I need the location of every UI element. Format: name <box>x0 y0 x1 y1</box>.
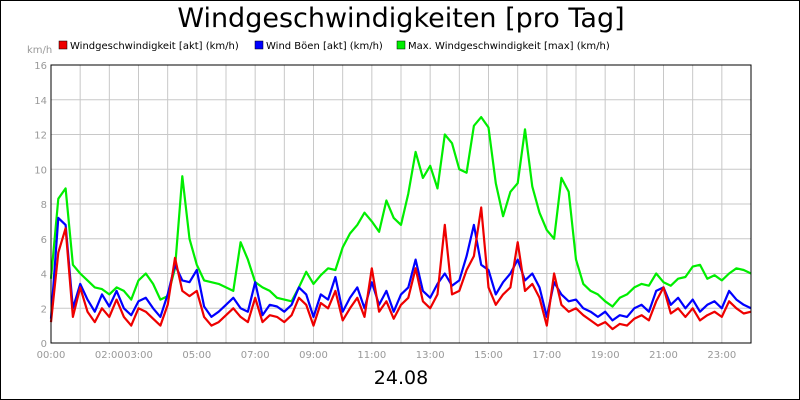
x-tick-label: 23:00 <box>707 350 736 361</box>
plot-border <box>50 64 752 344</box>
y-axis-unit: km/h <box>27 45 52 56</box>
legend-label: Max. Windgeschwindigkeit [max] (km/h) <box>408 41 610 52</box>
legend-swatch <box>396 40 406 50</box>
chart-title: Windgeschwindigkeiten [pro Tag] <box>177 3 625 34</box>
x-tick-label: 17:00 <box>532 350 561 361</box>
y-tick-label: 2 <box>41 304 47 315</box>
legend-swatch <box>254 40 264 50</box>
x-tick-label: 07:00 <box>241 350 270 361</box>
series-layer <box>49 115 752 331</box>
y-tick-label: 6 <box>41 235 47 246</box>
x-tick-label: 11:00 <box>357 350 386 361</box>
y-tick-label: 10 <box>34 165 47 176</box>
x-tick-label: 15:00 <box>474 350 503 361</box>
legend-label: Windgeschwindigkeit [akt] (km/h) <box>70 41 239 52</box>
legend: Windgeschwindigkeit [akt] (km/h) Wind Böe… <box>58 40 610 52</box>
date-label: 24.08 <box>373 367 429 389</box>
x-tick-label: 13:00 <box>416 350 445 361</box>
y-tick-label: 4 <box>41 270 47 281</box>
legend-swatch <box>58 40 68 50</box>
y-tick-label: 8 <box>41 200 47 211</box>
grid <box>50 64 752 344</box>
x-tick-label: 00:00 <box>37 350 66 361</box>
x-tick-label: 19:00 <box>591 350 620 361</box>
series-line <box>49 206 752 331</box>
y-tick-label: 12 <box>34 131 47 142</box>
y-tick-label: 16 <box>34 61 47 72</box>
series-line <box>49 216 752 322</box>
y-tick-label: 0 <box>41 339 47 350</box>
axis-labels: 0 2 4 6 8 10 12 14 16 km/h 00:00 02:00 03:00 05:00 07:… <box>27 45 736 361</box>
x-tick-label: 09:00 <box>299 350 328 361</box>
x-tick-label: 03:00 <box>124 350 153 361</box>
x-tick-label: 05:00 <box>182 350 211 361</box>
x-tick-label: 02:00 <box>95 350 124 361</box>
x-tick-label: 21:00 <box>649 350 678 361</box>
y-tick-label: 14 <box>34 96 47 107</box>
legend-label: Wind Böen [akt] (km/h) <box>266 41 383 52</box>
